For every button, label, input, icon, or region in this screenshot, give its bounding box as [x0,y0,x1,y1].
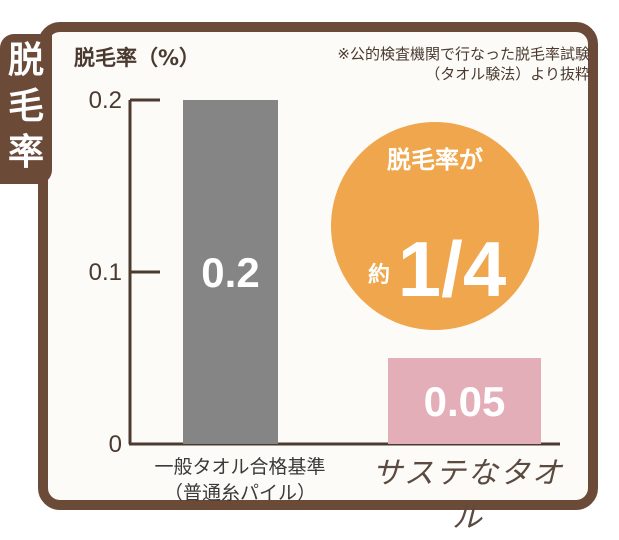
side-title-char: 毛 [7,86,44,127]
category-label-product: サステなタオル [372,456,564,535]
test-note: ※公的検査機関で行なった脱毛率試験 （タオル験法）より抜粋 [240,44,590,84]
bars: 0.2 0.05 [183,100,541,444]
bar [388,358,541,444]
badge-fraction-text: 1/4 [398,225,506,313]
chart-title: 脱毛率（%） [74,46,201,70]
reduction-badge: 脱毛率が 約 1/4 [331,122,539,330]
bar-value-label: 0.05 [424,378,506,425]
category-label-standard: 一般タオル合格基準 （普通糸パイル） [120,454,360,506]
test-note-line: （タオル験法）より抜粋 [425,65,590,83]
y-tick-label: 0.2 [89,87,122,114]
y-ticks: 0 0.1 0.2 [89,87,160,458]
badge-circle [331,122,539,330]
bar [183,100,278,444]
y-tick-label: 0.1 [89,259,122,286]
badge-prefix-text: 約 [368,262,390,288]
side-title-char: 率 [7,132,44,173]
badge-top-text: 脱毛率が [387,146,483,174]
category-label-line: （普通糸パイル） [163,482,316,504]
y-tick-label: 0 [109,431,122,458]
side-title: 脱 毛 率 [4,38,48,176]
test-note-line: ※公的検査機関で行なった脱毛率試験 [337,45,590,63]
category-label-line: 一般タオル合格基準 [154,456,326,478]
bar-value-label: 0.2 [201,249,259,296]
side-title-tab [0,34,52,184]
side-title-char: 脱 [7,40,44,81]
